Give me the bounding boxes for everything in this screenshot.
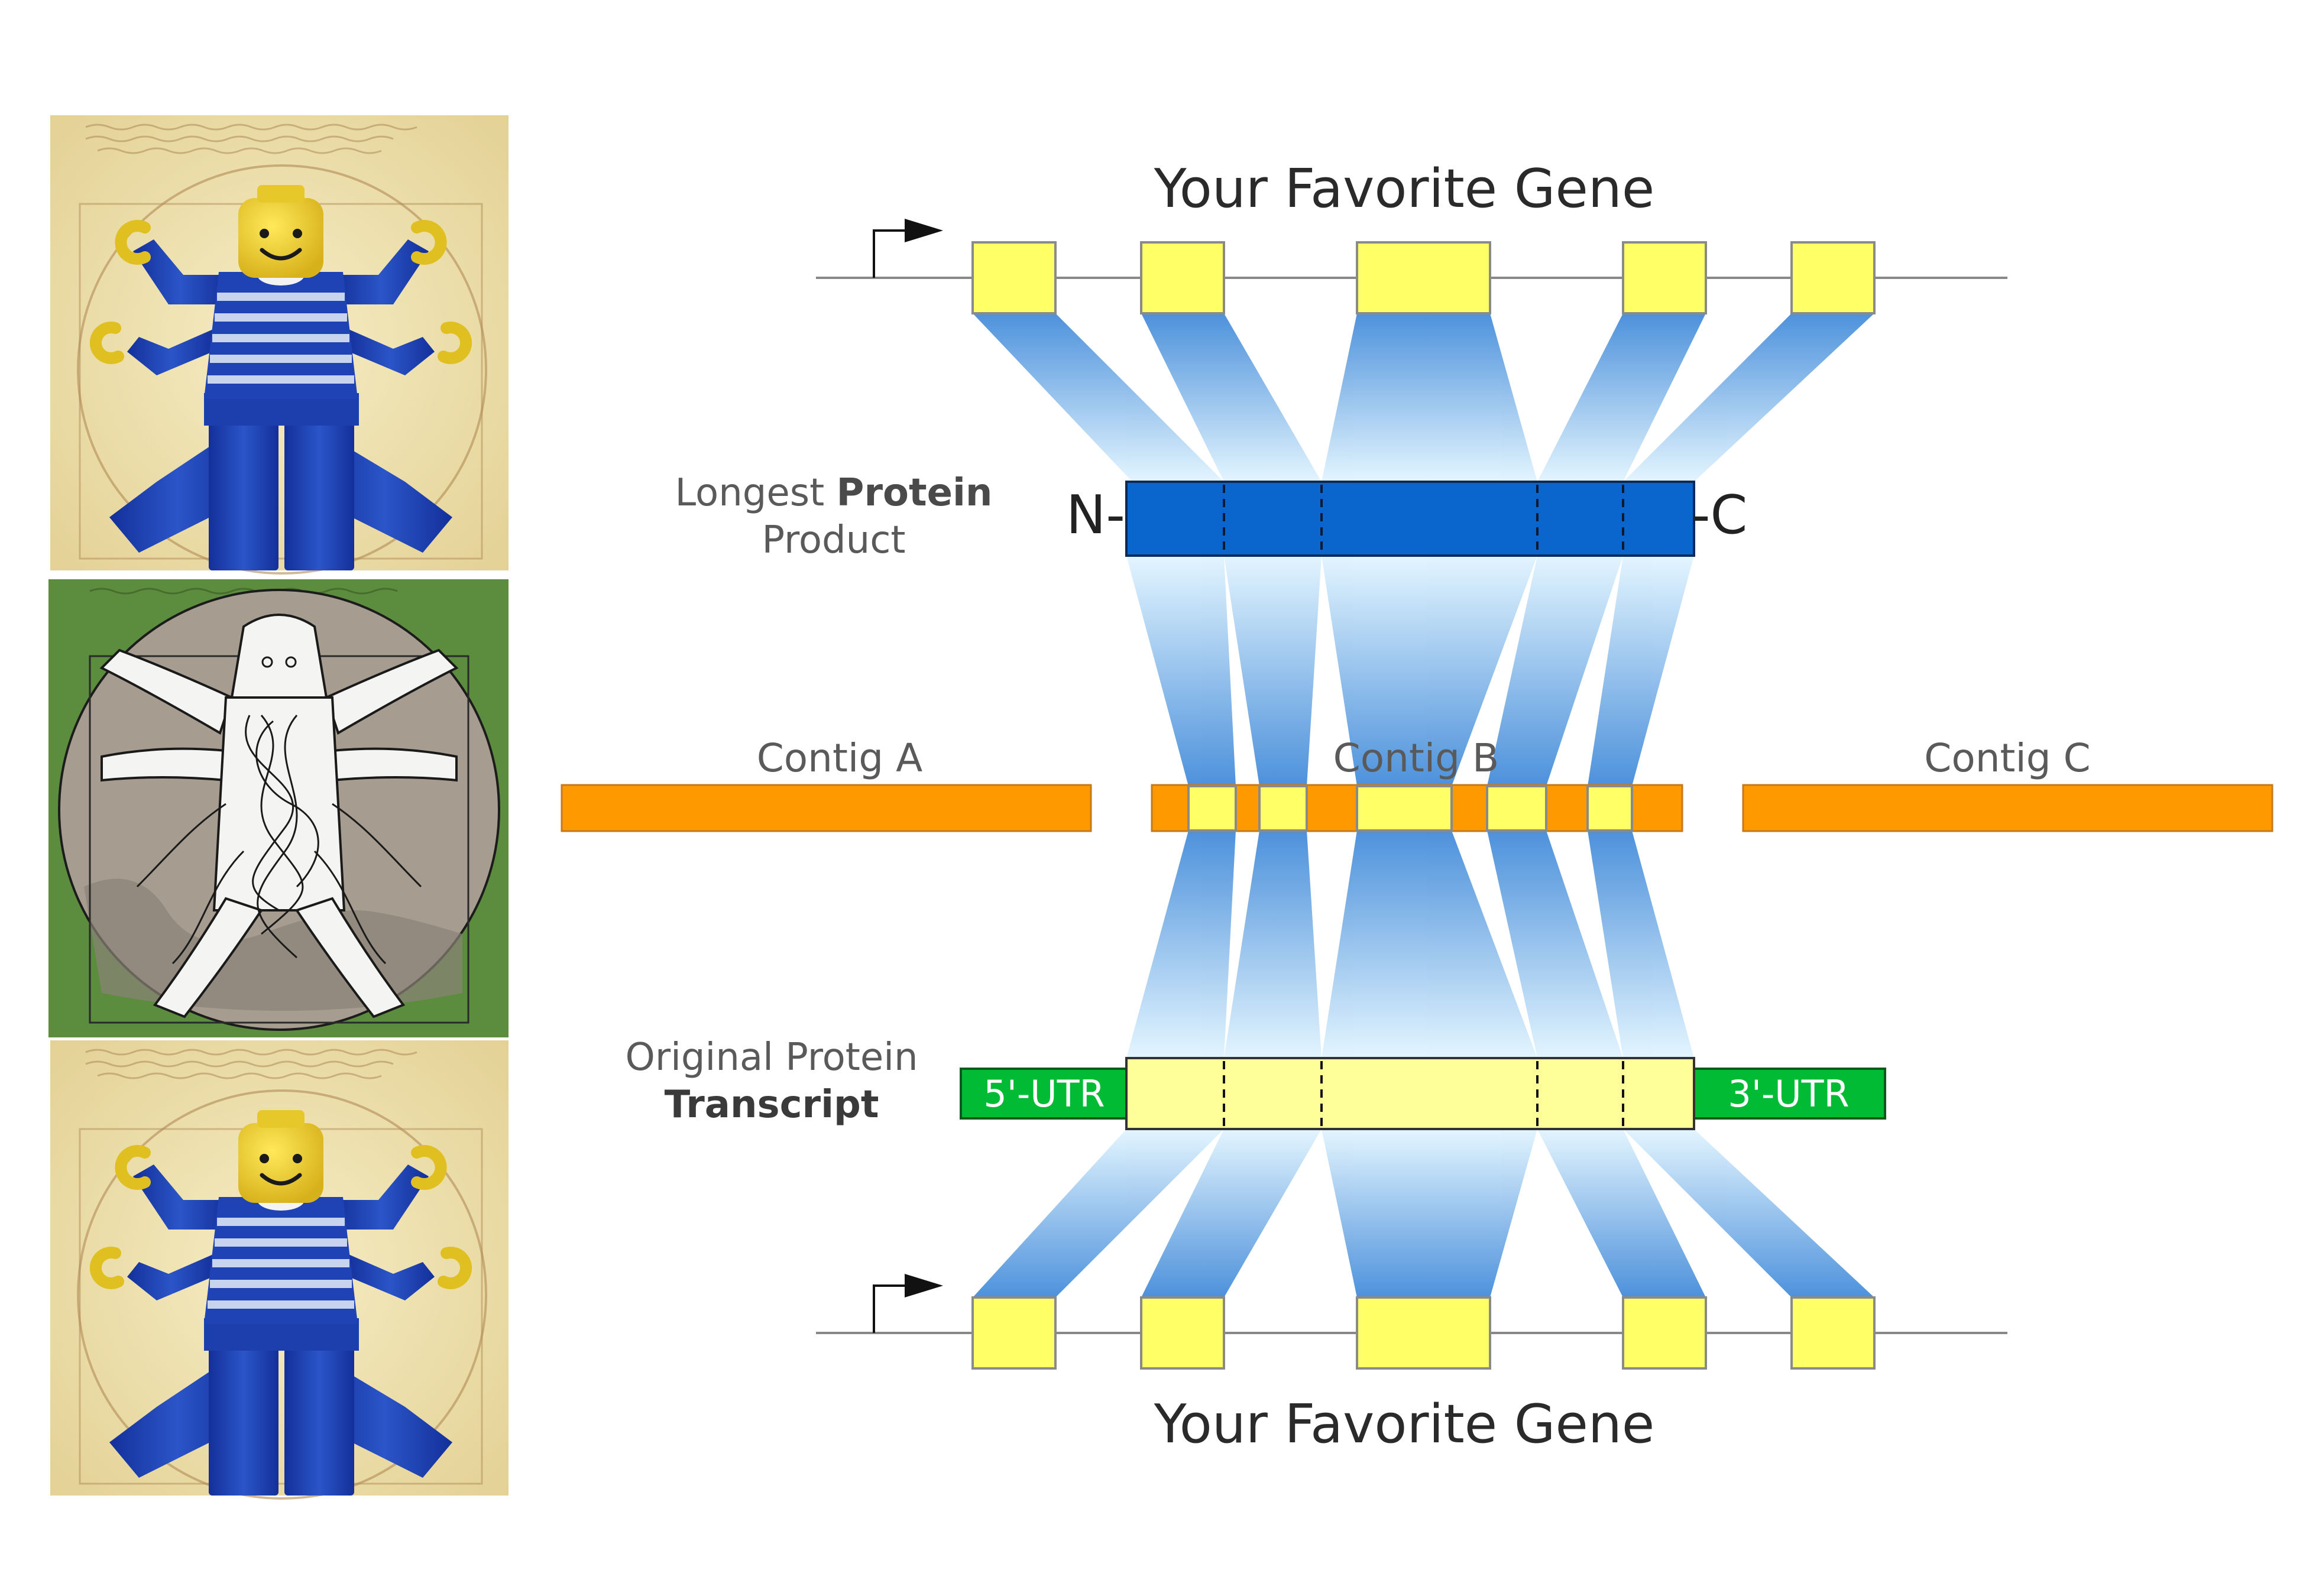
gene-top-exon-2 — [1140, 241, 1225, 314]
gene-top-exon-4 — [1622, 241, 1707, 314]
gene-top-arrowhead — [905, 219, 943, 242]
contig-b-exons — [1187, 785, 1633, 832]
contig-b-label: Contig B — [1333, 735, 1499, 781]
transcript-cds-bar — [1125, 1057, 1695, 1130]
contig-a-bar — [561, 784, 1092, 832]
protein-label: Longest Protein — [675, 471, 993, 515]
gene-bottom-title: Your Favorite Gene — [1154, 1393, 1655, 1455]
transcript-to-gene-links — [973, 1129, 1874, 1297]
gene-bottom-exon-1 — [971, 1296, 1057, 1370]
gene-top-exon-1 — [971, 241, 1057, 314]
protein-c-terminus: -C — [1691, 484, 1747, 546]
gene-to-protein-links — [973, 313, 1874, 482]
gene-bottom-exon-3 — [1356, 1296, 1491, 1370]
protein-label-line2: Product — [762, 518, 906, 562]
contig-c-bar — [1742, 784, 2273, 832]
transcript-label-bold: Transcript — [665, 1083, 879, 1127]
middle-tentacle-creature-image — [48, 579, 509, 1037]
utr3-bar — [1692, 1068, 1886, 1120]
gene-top-title: Your Favorite Gene — [1154, 158, 1655, 220]
gene-top-exon-3 — [1356, 241, 1491, 314]
contig-to-transcript-links — [1126, 831, 1694, 1058]
protein-exon-boundaries — [1223, 485, 1624, 553]
utr3-label: 3'-UTR — [1728, 1072, 1849, 1115]
transcript-label-line1: Original Protein — [625, 1036, 918, 1079]
top-lego-vitruvian-image — [50, 115, 509, 573]
protein-label-bold: Protein — [837, 471, 993, 515]
protein-n-terminus: N- — [1066, 484, 1125, 546]
gene-bottom-exon-2 — [1140, 1296, 1225, 1370]
contig-a-label: Contig A — [757, 735, 923, 781]
gene-top-promoter-arrow — [873, 229, 905, 278]
gene-top-structure — [816, 219, 2007, 314]
utr5-label: 5'-UTR — [983, 1072, 1105, 1115]
gene-bottom-promoter-arrow — [873, 1284, 905, 1333]
utr5-bar — [960, 1068, 1129, 1120]
protein-to-contig-links — [1126, 556, 1694, 786]
gene-bottom-structure — [816, 1274, 2007, 1370]
protein-label-prefix: Longest — [675, 471, 837, 515]
transcript-exon-boundaries — [1223, 1061, 1624, 1126]
gene-bottom-exon-4 — [1622, 1296, 1707, 1370]
protein-bar — [1125, 481, 1695, 557]
gene-top-exon-5 — [1790, 241, 1876, 314]
contig-c-label: Contig C — [1924, 735, 2090, 781]
gene-bottom-arrowhead — [905, 1274, 943, 1297]
bottom-lego-vitruvian-image — [50, 1040, 509, 1498]
gene-bottom-exon-5 — [1790, 1296, 1876, 1370]
